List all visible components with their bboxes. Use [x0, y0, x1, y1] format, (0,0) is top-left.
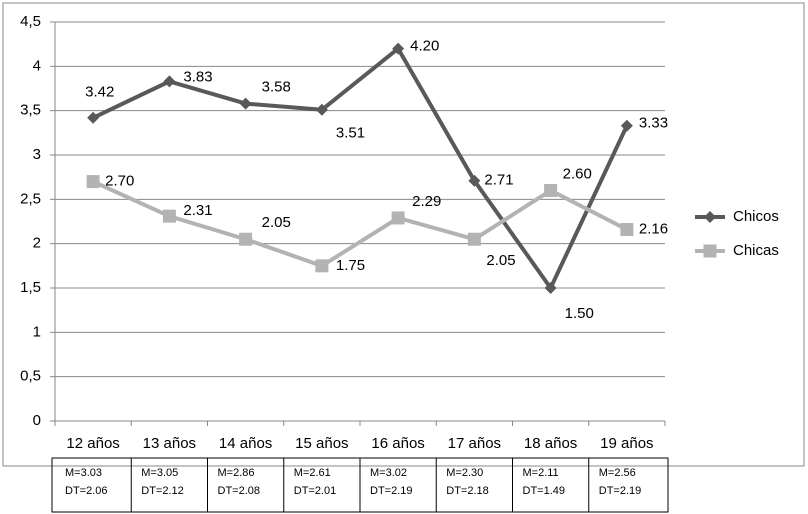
data-label: 2.05 — [262, 214, 291, 231]
data-label: 2.71 — [484, 172, 513, 189]
x-tick-label: 15 años — [295, 435, 348, 452]
chart-frame — [2, 2, 805, 467]
legend-marker — [703, 244, 717, 258]
table-cell: M=2.11 — [523, 467, 559, 479]
y-tick-label: 0 — [33, 412, 41, 429]
y-tick-label: 2 — [33, 235, 41, 252]
table-cell: DT=2.06 — [65, 485, 108, 497]
marker — [239, 232, 253, 246]
y-tick-label: 0,5 — [20, 368, 41, 385]
marker — [391, 211, 405, 225]
data-label: 2.60 — [563, 165, 592, 182]
table-cell: M=2.86 — [218, 467, 255, 479]
y-tick-label: 1 — [33, 323, 41, 340]
data-label: 2.70 — [105, 173, 134, 190]
data-label: 1.75 — [336, 257, 365, 274]
marker — [467, 232, 481, 246]
data-label: 3.51 — [336, 125, 365, 142]
data-label: 2.16 — [639, 220, 668, 237]
y-tick-label: 4,5 — [20, 13, 41, 30]
legend-label: Chicos — [733, 208, 779, 225]
table-cell: DT=1.49 — [523, 485, 566, 497]
legend-label: Chicas — [733, 242, 779, 259]
y-tick-label: 4 — [33, 57, 41, 74]
table-cell: DT=2.18 — [446, 485, 489, 497]
marker — [86, 175, 100, 189]
x-tick-label: 14 años — [219, 435, 272, 452]
data-label: 3.42 — [85, 84, 114, 101]
marker — [163, 75, 176, 88]
marker — [392, 42, 405, 55]
x-tick-label: 17 años — [448, 435, 501, 452]
marker — [239, 97, 252, 110]
table-cell: DT=2.19 — [370, 485, 413, 497]
x-tick-label: 12 años — [66, 435, 119, 452]
data-label: 1.50 — [565, 305, 594, 322]
data-label: 3.83 — [183, 68, 212, 85]
marker — [620, 119, 633, 132]
marker — [315, 103, 328, 116]
x-tick-label: 13 años — [143, 435, 196, 452]
table-cell: M=3.05 — [141, 467, 178, 479]
data-label: 4.20 — [410, 38, 439, 55]
marker — [544, 183, 558, 197]
series-line — [92, 46, 629, 290]
table-cell: DT=2.01 — [294, 485, 337, 497]
data-label: 2.31 — [183, 202, 212, 219]
marker — [544, 282, 557, 294]
data-label: 2.05 — [486, 252, 515, 269]
x-tick-label: 16 años — [371, 435, 424, 452]
y-tick-label: 2,5 — [20, 190, 41, 207]
marker — [87, 111, 100, 124]
data-label: 3.33 — [639, 115, 668, 132]
table-cell: M=2.30 — [446, 467, 483, 479]
marker — [162, 209, 176, 223]
table-cell: M=2.56 — [599, 467, 636, 479]
series-line — [92, 179, 628, 268]
data-label: 3.58 — [262, 79, 291, 96]
x-tick-label: 18 años — [524, 435, 577, 452]
table-cell: DT=2.19 — [599, 485, 642, 497]
data-label: 2.29 — [412, 193, 441, 210]
table-cell: DT=2.12 — [141, 485, 184, 497]
y-tick-label: 3 — [33, 146, 41, 163]
table-cell: DT=2.08 — [218, 485, 261, 497]
x-tick-label: 19 años — [600, 435, 653, 452]
y-tick-label: 1,5 — [20, 279, 41, 296]
marker — [315, 259, 329, 273]
marker — [620, 222, 634, 236]
marker — [468, 174, 481, 187]
table-cell: M=2.61 — [294, 467, 331, 479]
legend-marker — [704, 211, 716, 223]
table-cell: M=3.03 — [65, 467, 102, 479]
table-cell: M=3.02 — [370, 467, 407, 479]
y-tick-label: 3,5 — [20, 102, 41, 119]
